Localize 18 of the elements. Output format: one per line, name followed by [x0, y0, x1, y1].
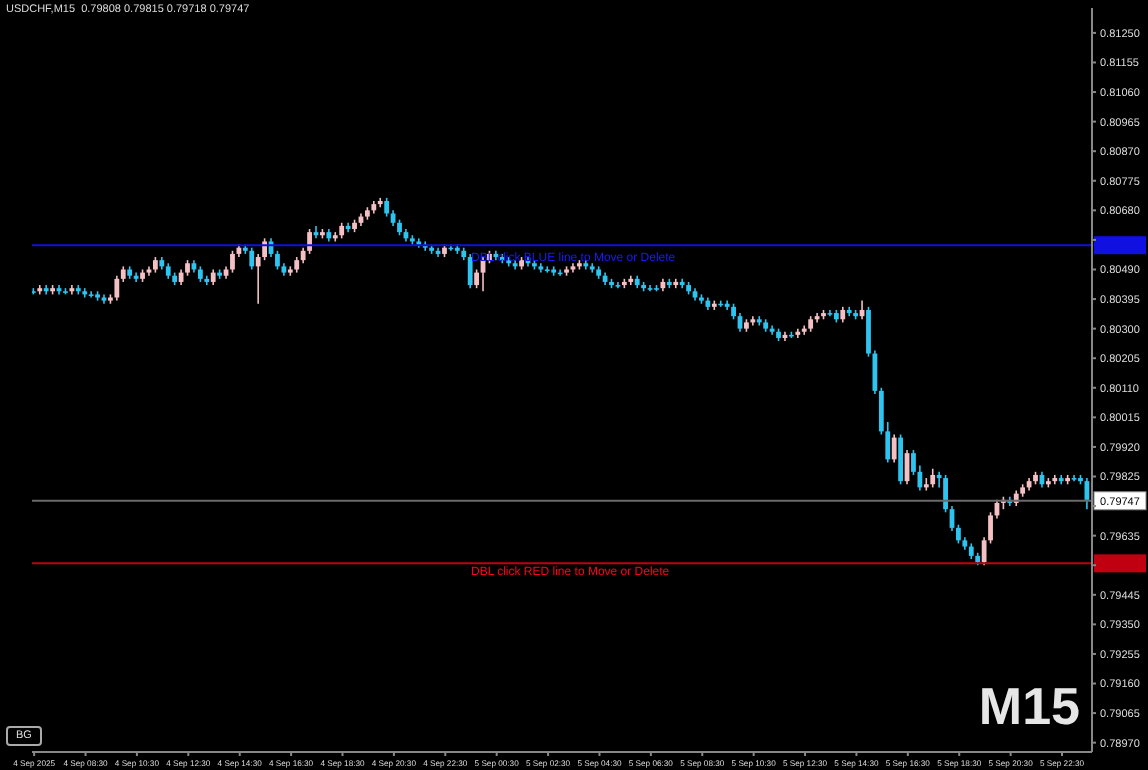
candlestick: [114, 274, 120, 302]
candlestick: [756, 315, 762, 327]
candlestick: [88, 290, 94, 299]
annotation: M15: [978, 676, 1080, 738]
candlestick: [467, 253, 473, 289]
candlestick: [589, 262, 595, 274]
candlestick: [384, 197, 390, 218]
candlestick: [898, 433, 903, 486]
candlestick: [923, 477, 929, 492]
candlestick: [750, 315, 756, 327]
candlestick: [249, 246, 255, 271]
candlestick: [544, 265, 550, 274]
candlestick: [230, 250, 235, 274]
candlestick: [891, 433, 897, 464]
candlestick: [538, 262, 544, 274]
candlestick: [307, 228, 312, 255]
candlestick: [82, 287, 88, 299]
candlestick: [930, 467, 936, 489]
